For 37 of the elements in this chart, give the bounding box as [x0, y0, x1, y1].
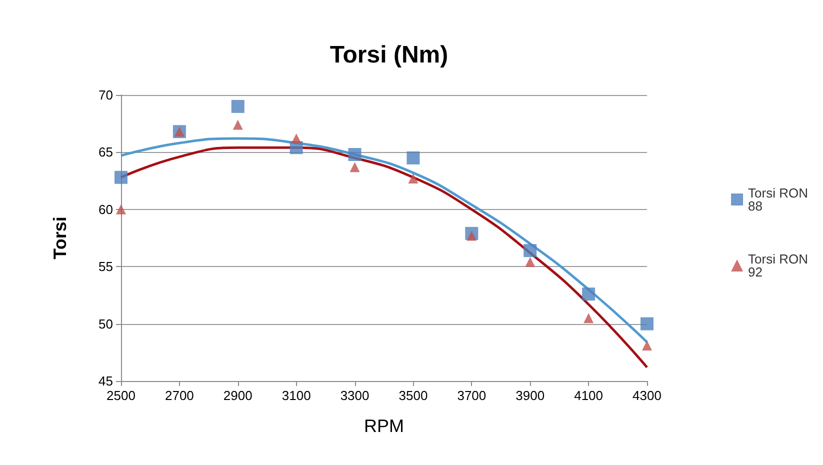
x-tick-label: 3300 [340, 388, 370, 403]
x-axis-title: RPM [364, 416, 404, 436]
x-tick-label: 3900 [516, 388, 545, 403]
point [348, 148, 362, 161]
chart-title: Torsi (Nm) [330, 42, 448, 68]
point [232, 120, 243, 130]
legend-label: Torsi RON 88 [748, 186, 808, 214]
y-tick-label: 60 [98, 202, 113, 217]
point [406, 151, 420, 164]
y-tick-label: 55 [98, 259, 113, 274]
x-tick-label: 2500 [106, 388, 136, 403]
y-tick-label: 50 [98, 316, 113, 332]
x-tick-label: 3500 [398, 388, 428, 403]
point [582, 288, 596, 301]
y-tick-label: 45 [98, 374, 113, 388]
y-tick-label: 65 [98, 144, 113, 160]
point [640, 317, 654, 330]
point [408, 174, 418, 184]
point [116, 204, 126, 214]
point [524, 244, 537, 258]
legend-label: Torsi RON 92 [748, 252, 808, 280]
point [114, 170, 128, 184]
point [231, 100, 244, 113]
y-axis-title: Torsi [50, 216, 70, 260]
x-tick-label: 3100 [282, 388, 311, 403]
y-tick-label: 70 [98, 88, 113, 102]
x-tick-label: 4100 [574, 388, 604, 403]
point [291, 133, 302, 144]
x-tick-label: 2900 [223, 388, 252, 403]
point [642, 340, 652, 351]
point [584, 313, 594, 324]
point [525, 257, 536, 268]
point [466, 230, 477, 241]
x-tick-label: 3700 [457, 388, 486, 403]
point [350, 162, 360, 172]
x-tick-label: 2700 [164, 388, 194, 403]
x-tick-label: 4300 [632, 388, 662, 403]
